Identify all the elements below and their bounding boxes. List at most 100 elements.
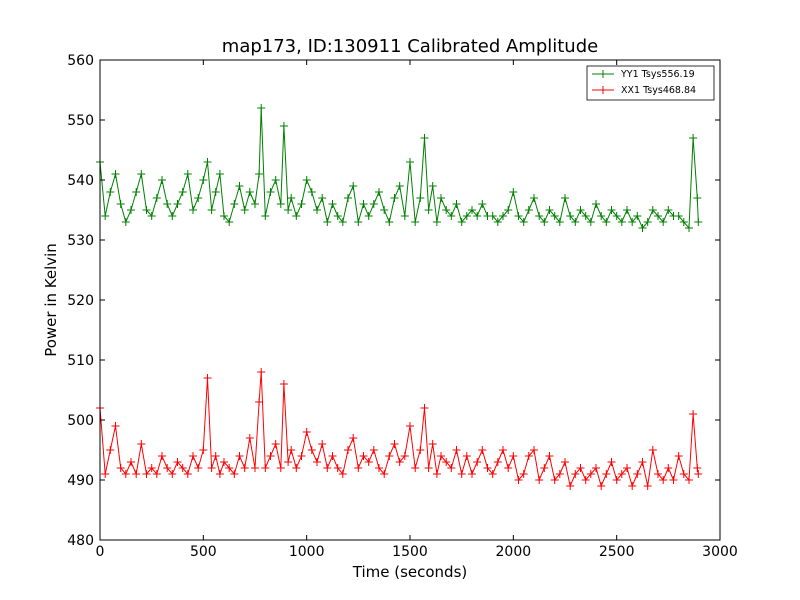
data-point-yy1 — [694, 218, 703, 226]
data-point-yy1 — [375, 188, 383, 196]
data-point-yy1 — [411, 218, 420, 226]
data-point-xx1 — [550, 476, 559, 484]
data-point-xx1 — [576, 464, 585, 472]
data-point-xx1 — [106, 446, 115, 454]
data-point-xx1 — [199, 446, 208, 454]
data-point-yy1 — [545, 206, 554, 214]
data-point-yy1 — [648, 206, 657, 214]
y-tick-label: 480 — [67, 533, 94, 549]
data-point-yy1 — [623, 206, 631, 214]
y-tick-label: 540 — [67, 173, 94, 189]
data-point-yy1 — [504, 206, 513, 214]
data-point-xx1 — [437, 452, 445, 460]
data-point-yy1 — [473, 212, 482, 220]
data-point-yy1 — [302, 176, 311, 184]
y-axis-label: Power in Kelvin — [42, 243, 60, 357]
legend-marker-xx1 — [599, 86, 607, 94]
data-point-yy1 — [235, 182, 244, 190]
data-point-yy1 — [617, 218, 626, 226]
data-point-xx1 — [276, 464, 285, 472]
data-point-xx1 — [555, 470, 564, 478]
data-point-yy1 — [643, 218, 652, 226]
data-point-xx1 — [349, 434, 358, 442]
data-point-xx1 — [416, 446, 425, 454]
data-point-yy1 — [597, 212, 606, 220]
data-point-xx1 — [178, 464, 187, 472]
data-point-yy1 — [178, 188, 187, 196]
y-tick-label: 550 — [67, 113, 94, 129]
data-point-xx1 — [158, 452, 166, 460]
data-point-xx1 — [659, 476, 668, 484]
data-point-yy1 — [203, 158, 212, 166]
data-point-yy1 — [679, 218, 688, 226]
data-point-yy1 — [509, 188, 518, 196]
data-point-yy1 — [432, 218, 441, 226]
data-point-xx1 — [152, 470, 161, 478]
data-point-yy1 — [266, 188, 275, 196]
data-point-yy1 — [499, 212, 507, 220]
data-point-xx1 — [447, 464, 456, 472]
data-point-yy1 — [121, 218, 130, 226]
data-point-yy1 — [540, 218, 549, 226]
data-point-xx1 — [194, 464, 203, 472]
data-point-xx1 — [669, 476, 678, 484]
data-point-yy1 — [147, 212, 156, 220]
data-point-xx1 — [266, 452, 275, 460]
data-point-yy1 — [519, 218, 528, 226]
data-point-xx1 — [424, 464, 433, 472]
data-point-xx1 — [432, 470, 441, 478]
data-point-xx1 — [284, 458, 293, 466]
data-point-yy1 — [199, 176, 208, 184]
data-point-yy1 — [452, 200, 461, 208]
data-point-xx1 — [400, 452, 409, 460]
data-point-yy1 — [207, 206, 216, 214]
data-point-xx1 — [428, 440, 437, 448]
data-point-yy1 — [158, 176, 166, 184]
data-point-xx1 — [375, 464, 383, 472]
data-point-yy1 — [576, 206, 585, 214]
data-point-yy1 — [581, 212, 590, 220]
data-point-yy1 — [276, 200, 285, 208]
legend-label-yy1: YY1 Tsys556.19 — [620, 69, 695, 80]
data-point-xx1 — [442, 458, 451, 466]
data-point-xx1 — [255, 398, 264, 406]
data-point-xx1 — [287, 446, 296, 454]
data-point-xx1 — [586, 470, 595, 478]
data-point-xx1 — [406, 422, 414, 430]
data-point-yy1 — [442, 206, 451, 214]
data-point-yy1 — [478, 200, 487, 208]
data-point-xx1 — [302, 428, 311, 436]
data-point-xx1 — [313, 458, 321, 466]
data-point-yy1 — [390, 194, 399, 202]
data-point-yy1 — [416, 194, 425, 202]
data-point-xx1 — [617, 470, 626, 478]
data-point-yy1 — [251, 200, 259, 208]
data-point-yy1 — [428, 182, 437, 190]
data-point-yy1 — [292, 212, 301, 220]
x-tick-label: 1500 — [392, 544, 428, 560]
data-point-yy1 — [333, 212, 342, 220]
y-tick-label: 500 — [67, 413, 94, 429]
data-point-xx1 — [411, 464, 420, 472]
y-tick-label: 560 — [67, 53, 94, 69]
data-point-yy1 — [612, 212, 621, 220]
data-point-yy1 — [349, 182, 358, 190]
data-point-yy1 — [284, 206, 293, 214]
data-point-xx1 — [581, 476, 590, 484]
data-point-xx1 — [297, 452, 306, 460]
data-point-xx1 — [664, 464, 673, 472]
data-point-yy1 — [369, 200, 378, 208]
data-point-xx1 — [685, 476, 693, 484]
data-point-xx1 — [328, 452, 337, 460]
data-point-yy1 — [424, 206, 433, 214]
data-point-yy1 — [111, 170, 120, 178]
data-point-yy1 — [488, 212, 497, 220]
data-point-xx1 — [101, 470, 110, 478]
data-point-yy1 — [255, 170, 264, 178]
data-point-yy1 — [457, 218, 466, 226]
data-point-yy1 — [586, 218, 595, 226]
data-point-xx1 — [693, 464, 702, 472]
data-point-xx1 — [323, 464, 332, 472]
data-point-yy1 — [127, 206, 135, 214]
